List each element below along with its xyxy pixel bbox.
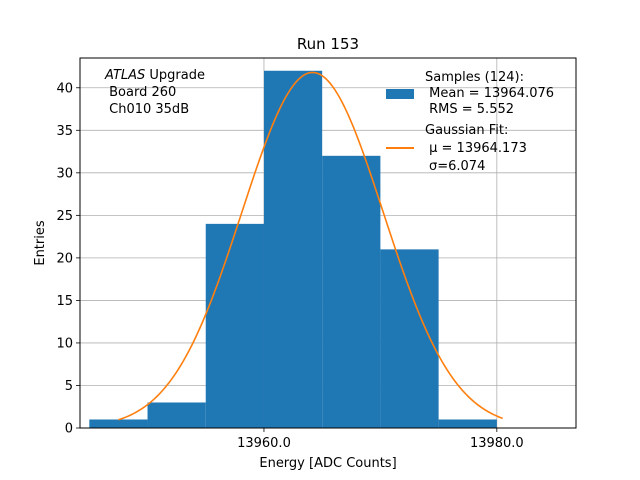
y-axis-label: Entries (33, 220, 48, 266)
legend-samples-title: Samples (124): (425, 70, 524, 85)
legend-swatch-samples (386, 89, 414, 99)
y-tick-label: 25 (56, 209, 73, 224)
x-axis-label: Energy [ADC Counts] (259, 456, 396, 471)
atlas-annotation-line3: Ch010 35dB (105, 102, 189, 117)
plot-frame (79, 57, 577, 429)
x-tick-label: 13980.0 (470, 436, 524, 451)
axis-ticks: 0 5 10 15 20 25 30 35 40 13960.0 13980.0 (56, 81, 523, 451)
y-tick-label: 20 (56, 251, 73, 266)
atlas-italic-label: ATLAS (104, 68, 145, 83)
legend-gaussian-mu: μ = 13964.173 (425, 141, 527, 156)
legend-samples-rms: RMS = 5.552 (425, 102, 514, 117)
histogram-bars (89, 70, 497, 429)
legend-gaussian-title: Gaussian Fit: (425, 123, 508, 138)
histogram-bar (438, 419, 497, 428)
y-tick-label: 0 (65, 422, 73, 437)
gaussian-fit-layer (118, 71, 503, 421)
y-tick-label: 5 (65, 379, 73, 394)
atlas-annotation-line2: Board 260 (105, 85, 176, 100)
atlas-annotation-line1: ATLAS Upgrade (104, 68, 205, 83)
y-tick-label: 35 (56, 124, 73, 139)
histogram-bar (89, 419, 148, 428)
y-tick-label: 15 (56, 294, 73, 309)
x-tick-label: 13960.0 (237, 436, 291, 451)
atlas-upgrade-label: Upgrade (145, 68, 205, 83)
y-tick-label: 10 (56, 336, 73, 351)
y-tick-label: 40 (56, 81, 73, 96)
histogram-bar (205, 223, 264, 428)
histogram-bar (322, 155, 381, 428)
histogram-bar (263, 70, 323, 429)
histogram-bar (380, 249, 439, 428)
legend: Samples (124): Mean = 13964.076 RMS = 5.… (386, 70, 554, 174)
histogram-bar (147, 402, 206, 428)
y-tick-label: 30 (56, 166, 73, 181)
legend-samples-mean: Mean = 13964.076 (425, 86, 554, 101)
chart-title: Run 153 (297, 35, 359, 53)
gaussian-fit-curve (118, 71, 503, 421)
legend-gaussian-sigma: σ=6.074 (429, 159, 485, 174)
